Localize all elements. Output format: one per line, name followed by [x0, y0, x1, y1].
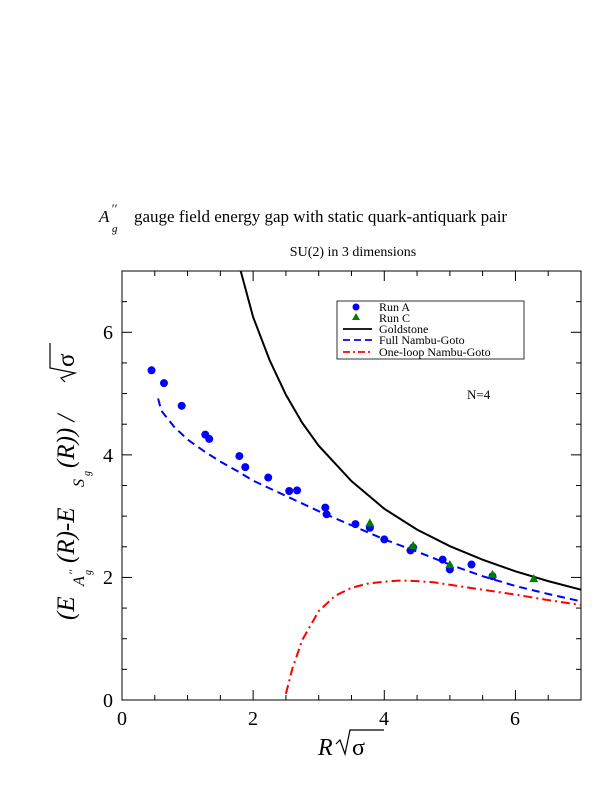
title-symbol: A: [98, 207, 110, 226]
data-point-run-a: [293, 486, 302, 495]
data-point-run-c: [445, 560, 455, 569]
y-axis-label: (E A ′′ g (R)-E S g (R)) / σ: [49, 343, 94, 620]
data-point-run-a: [205, 434, 214, 443]
legend-label-one-loop-ng: One-loop Nambu-Goto: [379, 345, 491, 359]
data-point-run-a: [241, 463, 250, 472]
legend-box: [336, 300, 525, 360]
data-point-run-a: [177, 401, 186, 410]
data-point-run-a: [321, 503, 330, 512]
data-point-run-a: [159, 379, 168, 388]
data-point-run-c: [408, 541, 418, 550]
y-tick-label: 0: [103, 690, 113, 712]
x-tick-label: 2: [248, 708, 258, 730]
x-axis-sqrt-sign: [335, 729, 384, 757]
legend-label-full-ng: Full Nambu-Goto: [379, 333, 465, 347]
y-tick-label: 2: [103, 567, 113, 589]
x-tick-label: 4: [379, 708, 389, 730]
x-axis-label-sigma: σ: [352, 735, 365, 761]
chart-subtitle: SU(2) in 3 dimensions: [290, 245, 416, 260]
y-label-sub1-sub: g: [83, 570, 94, 575]
y-label-close: (R)) /: [53, 413, 80, 468]
y-tick-label: 6: [103, 322, 113, 344]
x-tick-label: 6: [510, 708, 520, 730]
series-line-goldstone: [239, 270, 582, 591]
title-symbol-sub: g: [112, 223, 118, 235]
legend: Run A Run C Goldstone Full Nambu-Goto On…: [336, 300, 525, 360]
x-axis-label-main: R: [317, 735, 333, 761]
data-point-run-c: [487, 569, 497, 578]
legend-marker-run-a: [352, 303, 360, 311]
data-point-run-a: [467, 560, 476, 569]
x-axis-label: R σ: [317, 729, 384, 761]
series-line-one-loop-nambu-goto: [284, 579, 582, 695]
data-point-run-a: [264, 473, 273, 482]
chart-title: gauge field energy gap with static quark…: [134, 207, 507, 226]
legend-label-run-c: Run C: [379, 311, 410, 325]
x-tick-label: 0: [117, 708, 127, 730]
data-point-run-c: [365, 518, 375, 527]
data-point-run-c: [529, 574, 539, 583]
y-label-open: (E: [53, 596, 80, 620]
axis-ticks: [121, 270, 582, 701]
series-line-full-nambu-goto: [157, 398, 582, 603]
y-tick-label: 4: [103, 445, 113, 467]
title-symbol-sup: ′′: [111, 201, 117, 216]
y-axis-sqrt-sign: [49, 343, 78, 383]
y-label-sub2-sub: g: [82, 471, 93, 476]
y-label-sigma: σ: [53, 353, 80, 367]
y-label-sub1: A: [71, 576, 88, 587]
data-point-run-a: [380, 535, 389, 544]
annotation-n: N=4: [467, 387, 491, 402]
data-point-run-a: [235, 452, 244, 461]
y-label-mid: (R)-E: [53, 507, 80, 563]
legend-marker-run-c: [352, 313, 360, 320]
legend-label-goldstone: Goldstone: [379, 322, 428, 336]
data-point-run-a: [351, 520, 360, 529]
legend-label-run-a: Run A: [379, 300, 410, 314]
series-markers: [147, 366, 539, 583]
data-point-run-a: [438, 555, 447, 564]
y-label-sub2: S: [71, 479, 88, 487]
data-point-run-a: [285, 487, 294, 496]
data-point-run-a: [322, 510, 331, 519]
y-label-sub1-sup: ′′: [66, 569, 80, 575]
data-point-run-a: [147, 366, 156, 375]
